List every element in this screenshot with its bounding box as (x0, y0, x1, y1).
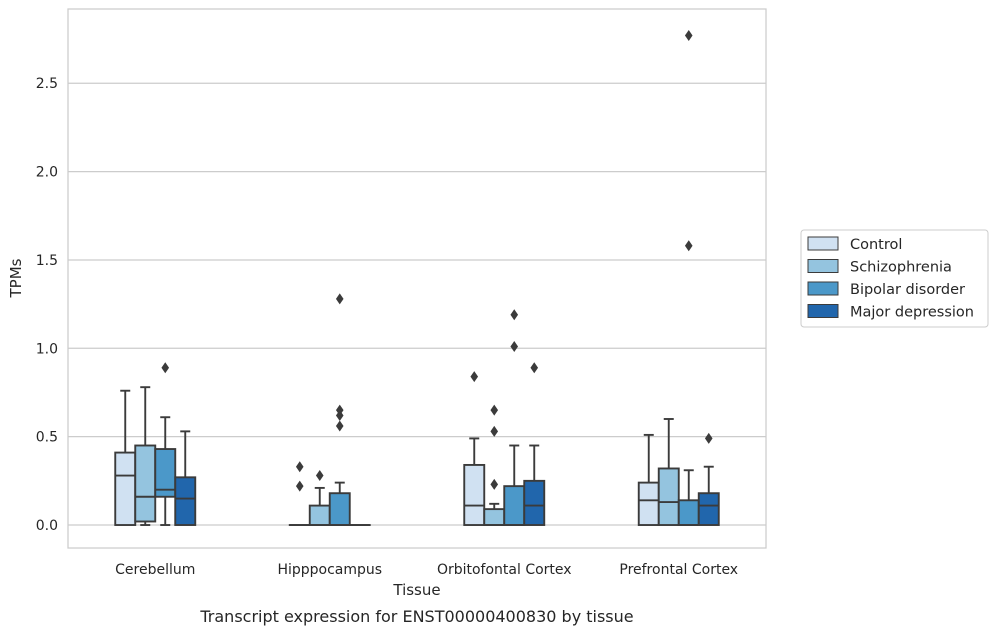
box-group (328, 293, 351, 526)
box-group (697, 432, 720, 526)
outlier-point (490, 478, 499, 490)
y-tick-label: 0.5 (36, 430, 58, 446)
outlier-point (704, 432, 713, 444)
x-tick-label: Orbitofontal Cortex (437, 562, 572, 578)
x-tick-labels: Cerebellum Hipppocampus Orbitofontal Corte… (115, 562, 738, 578)
chart-caption: Transcript expression for ENST0000040083… (199, 607, 633, 626)
box (523, 479, 546, 526)
outlier-point (335, 420, 344, 432)
x-tick-label: Hipppocampus (277, 562, 382, 578)
outlier-point (510, 309, 519, 321)
y-tick-label: 1.5 (36, 253, 58, 269)
x-axis-label: Tissue (392, 581, 440, 599)
box (657, 467, 680, 526)
outlier-point (684, 30, 693, 42)
legend-swatch (807, 259, 839, 273)
box (134, 444, 157, 523)
outlier-point (295, 461, 304, 473)
legend-frame (800, 229, 989, 328)
outlier-point (470, 371, 479, 383)
y-tick-label: 2.0 (36, 165, 58, 181)
box (503, 485, 526, 526)
outlier-point (684, 240, 693, 252)
y-tick-labels: 0.0 0.5 1.0 1.5 2.0 2.5 (36, 76, 58, 534)
y-axis-label: TPMs (7, 258, 25, 298)
box-group (637, 433, 660, 526)
box (114, 451, 137, 526)
box (154, 448, 177, 498)
box-group (134, 386, 157, 526)
box (637, 481, 660, 526)
box-group (523, 362, 546, 526)
outlier-point (335, 404, 344, 416)
x-tick-label: Cerebellum (115, 562, 195, 578)
legend: Control Schizophrenia Bipolar disorder Majo… (800, 229, 989, 328)
legend-swatch (807, 281, 839, 296)
box (463, 463, 486, 526)
x-tick-label: Prefrontal Cortex (619, 562, 738, 578)
legend-label: Major depression (850, 305, 974, 321)
y-tick-label: 0.0 (36, 518, 58, 534)
box-group (657, 418, 680, 526)
legend-label: Control (850, 237, 902, 253)
outlier-point (490, 404, 499, 416)
box (677, 499, 700, 526)
outlier-point (295, 480, 304, 492)
box-group (174, 430, 197, 526)
outlier-point (530, 362, 539, 374)
box-group (677, 30, 700, 526)
box (174, 476, 197, 526)
legend-label: Bipolar disorder (850, 282, 965, 298)
outlier-point (335, 293, 344, 305)
box-plots (114, 30, 720, 526)
outlier-point (510, 341, 519, 353)
box (308, 504, 331, 526)
box (483, 508, 506, 526)
box (328, 492, 351, 526)
y-tick-label: 2.5 (36, 76, 58, 92)
legend-swatch (807, 236, 839, 251)
outlier-point (315, 470, 324, 482)
outlier-point (161, 362, 170, 374)
legend-label: Schizophrenia (850, 260, 952, 276)
box (697, 492, 720, 526)
box-group (154, 362, 177, 526)
legend-swatch (807, 304, 839, 318)
box-group (463, 371, 486, 526)
box-group (483, 404, 506, 526)
y-tick-label: 1.0 (36, 341, 58, 357)
outlier-point (490, 425, 499, 437)
box-group (308, 470, 331, 526)
